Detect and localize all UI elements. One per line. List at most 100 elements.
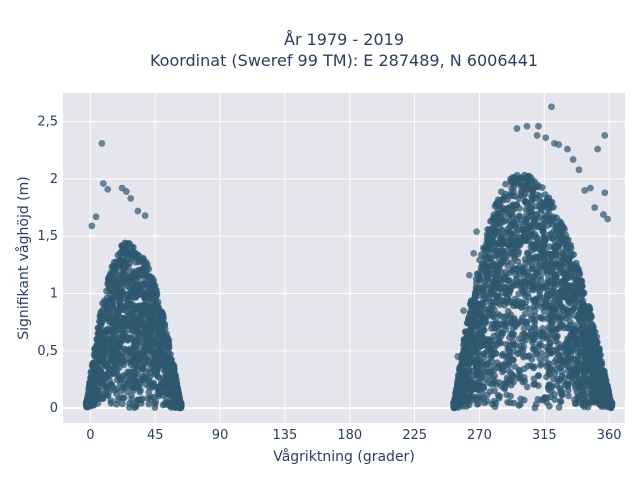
data-point (580, 373, 588, 381)
data-point (489, 291, 497, 299)
data-point (524, 353, 532, 361)
data-point (558, 389, 566, 397)
y-axis-title: Signifikant våghöjd (m) (15, 176, 32, 339)
data-point (538, 332, 546, 340)
data-point (591, 339, 599, 347)
data-point (503, 352, 511, 360)
data-point (598, 367, 606, 375)
data-point (537, 276, 545, 284)
data-point (145, 314, 153, 322)
data-point (130, 351, 138, 359)
data-point (582, 331, 590, 339)
data-point (533, 212, 541, 220)
data-point (98, 319, 106, 327)
data-point (106, 273, 114, 281)
data-point (104, 185, 112, 193)
data-point (601, 189, 609, 197)
data-point (545, 402, 553, 410)
data-point (92, 213, 100, 221)
data-point (503, 289, 511, 297)
data-point (470, 249, 478, 257)
data-point (454, 371, 462, 379)
data-point (108, 344, 116, 352)
data-point (111, 263, 119, 271)
data-point (116, 294, 124, 302)
data-point (118, 248, 126, 256)
data-point (163, 372, 171, 380)
data-point (145, 383, 153, 391)
data-point (604, 215, 612, 223)
data-point (113, 400, 121, 408)
data-point (558, 368, 566, 376)
data-point (122, 329, 130, 337)
data-point (560, 374, 568, 382)
data-point (132, 337, 140, 345)
chart-title-line-1: År 1979 - 2019 (284, 30, 404, 49)
data-point (504, 345, 512, 353)
data-point (482, 244, 490, 252)
data-point (495, 378, 503, 386)
data-point (465, 271, 473, 279)
data-point (571, 288, 579, 296)
data-point (547, 230, 555, 238)
data-point (546, 200, 554, 208)
data-point (140, 279, 148, 287)
data-point (511, 192, 519, 200)
data-point (492, 274, 500, 282)
data-point (531, 380, 539, 388)
data-point (573, 372, 581, 380)
data-point (493, 267, 501, 275)
data-point (497, 213, 505, 221)
data-point (141, 301, 149, 309)
data-point (492, 228, 500, 236)
data-point (164, 335, 172, 343)
data-point (484, 276, 492, 284)
data-point (567, 352, 575, 360)
data-point (570, 304, 578, 312)
data-point (487, 353, 495, 361)
data-point (532, 400, 540, 408)
data-point (84, 395, 92, 403)
data-point (478, 301, 486, 309)
data-point (116, 380, 124, 388)
data-point (506, 392, 514, 400)
data-point (586, 184, 594, 192)
data-point (555, 403, 563, 411)
data-point (528, 254, 536, 262)
data-point (465, 401, 473, 409)
data-point (110, 328, 118, 336)
data-point (139, 364, 147, 372)
data-point (484, 253, 492, 261)
x-tick-labels: 0 45 90 135 180 225 270 315 360 (86, 428, 621, 443)
data-point (498, 232, 506, 240)
data-point (485, 368, 493, 376)
data-point (507, 230, 515, 238)
data-point (119, 394, 127, 402)
data-point (540, 394, 548, 402)
data-point (154, 356, 162, 364)
data-point (490, 387, 498, 395)
data-point (566, 248, 574, 256)
data-point (123, 388, 131, 396)
data-point (556, 225, 564, 233)
data-point (507, 370, 515, 378)
data-point (603, 398, 611, 406)
y-tick-label: 0,5 (37, 344, 58, 359)
data-point (96, 379, 104, 387)
data-point (524, 199, 532, 207)
data-point (551, 310, 559, 318)
data-point (545, 326, 553, 334)
data-point (522, 259, 530, 267)
data-point (573, 388, 581, 396)
data-point (559, 249, 567, 257)
data-point (563, 345, 571, 353)
data-point (143, 273, 151, 281)
data-point (516, 370, 524, 378)
x-axis-title: Vågriktning (grader) (273, 448, 415, 465)
x-tick-label: 315 (532, 428, 557, 443)
data-point (127, 292, 135, 300)
data-point (131, 362, 139, 370)
data-point (140, 342, 148, 350)
data-point (108, 380, 116, 388)
data-point (527, 311, 535, 319)
